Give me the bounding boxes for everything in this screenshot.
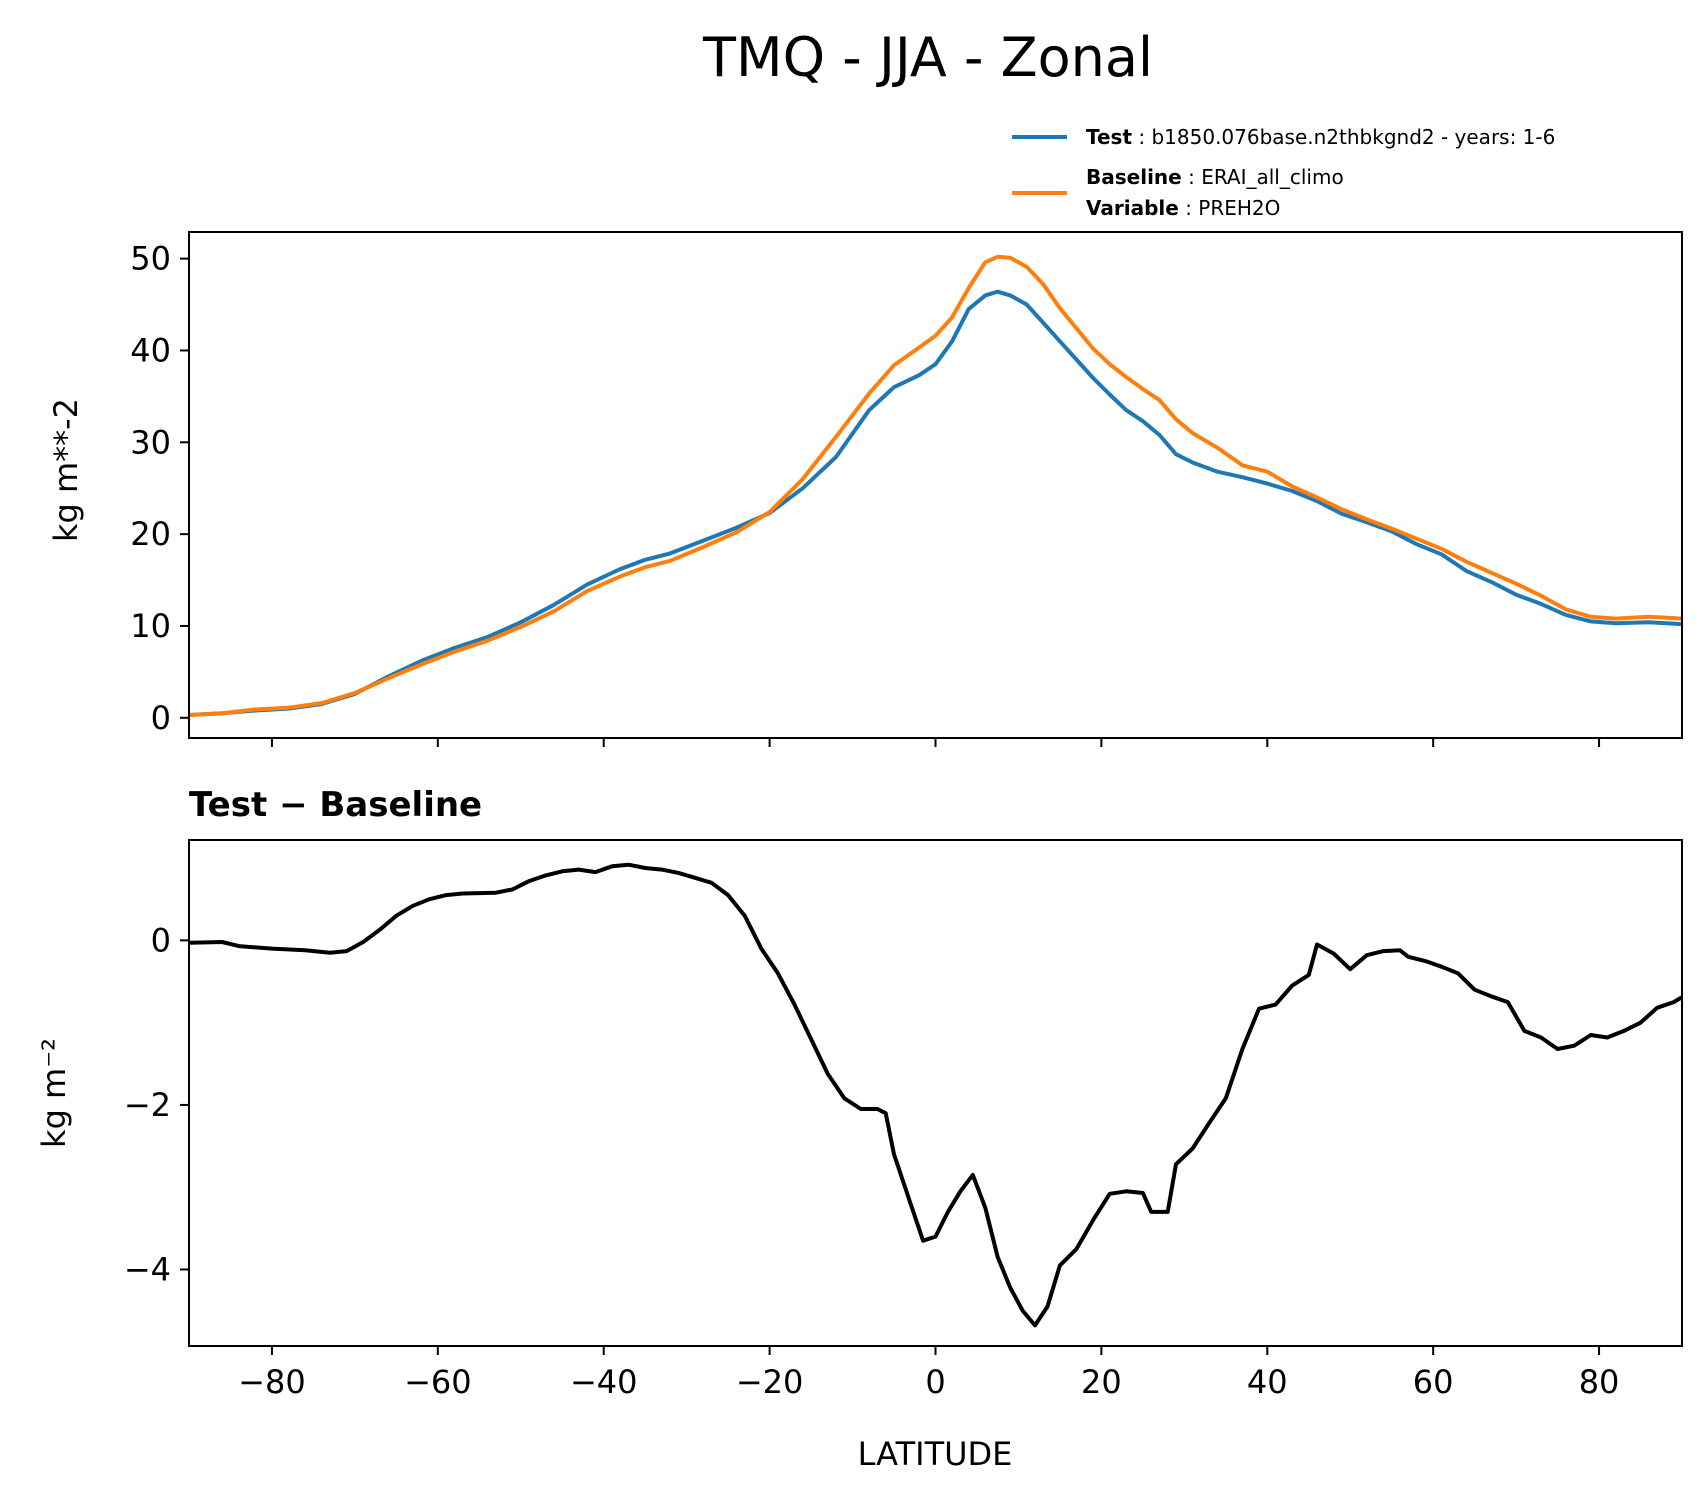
difference-y-axis-label: kg m⁻² bbox=[35, 1038, 73, 1148]
y-tick-label: 40 bbox=[130, 331, 171, 369]
difference-panel: 0 −2 −4 −80 −60 −40 −20 0 20 40 60 80 bbox=[124, 839, 1683, 1401]
y-tick-label: 0 bbox=[151, 699, 171, 737]
x-tick-label: −20 bbox=[736, 1363, 804, 1401]
series-line-baseline bbox=[189, 254, 1682, 717]
x-tick-label: 20 bbox=[1081, 1363, 1122, 1401]
y-tick-label: 50 bbox=[130, 240, 171, 278]
y-tick-label: 20 bbox=[130, 515, 171, 553]
x-tick-label: 60 bbox=[1413, 1363, 1454, 1401]
legend-variable-label: Variable : PREH2O bbox=[1086, 196, 1280, 220]
series-line-test-baseline bbox=[189, 862, 1682, 1328]
y-tick-label: −2 bbox=[124, 1086, 171, 1124]
y-tick-label: 0 bbox=[151, 921, 171, 959]
y-tick-label: −4 bbox=[124, 1250, 171, 1288]
x-tick-label: −40 bbox=[570, 1363, 638, 1401]
legend-baseline-label: Baseline : ERAI_all_climo bbox=[1086, 165, 1344, 189]
top-panel: 0 10 20 30 40 50 bbox=[130, 231, 1683, 747]
y-tick-label: 10 bbox=[130, 607, 171, 645]
x-tick-label: −60 bbox=[404, 1363, 472, 1401]
x-axis-label: LATITUDE bbox=[858, 1435, 1013, 1473]
top-y-axis-label: kg m**-2 bbox=[47, 398, 85, 542]
x-tick-label: 40 bbox=[1247, 1363, 1288, 1401]
difference-panel-title: Test − Baseline bbox=[189, 785, 482, 825]
figure-title: TMQ - JJA - Zonal bbox=[702, 26, 1153, 89]
series-line-test bbox=[189, 289, 1682, 717]
x-tick-label: −80 bbox=[238, 1363, 306, 1401]
x-tick-label: 80 bbox=[1579, 1363, 1620, 1401]
legend: Test : b1850.076base.n2thbkgnd2 - years:… bbox=[1012, 125, 1555, 220]
x-tick-label: 0 bbox=[925, 1363, 945, 1401]
legend-test-label: Test : b1850.076base.n2thbkgnd2 - years:… bbox=[1086, 125, 1555, 149]
y-tick-label: 30 bbox=[130, 423, 171, 461]
